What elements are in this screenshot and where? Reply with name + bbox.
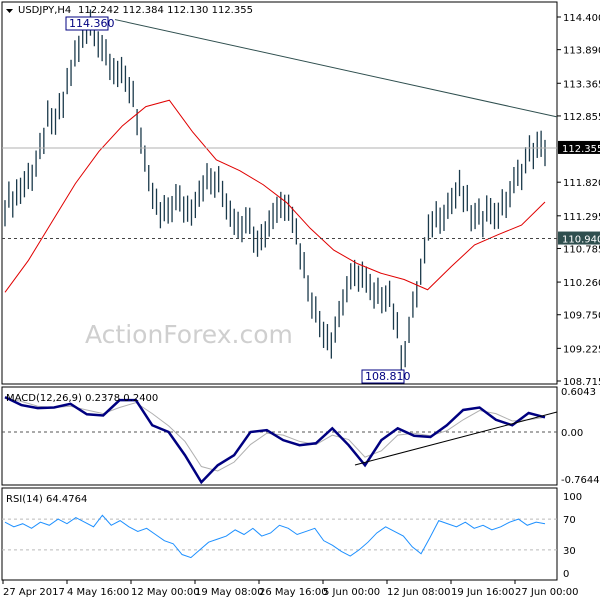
rsi-line (4, 514, 546, 559)
y-tick-label: 111.295 (563, 212, 600, 223)
y-tick-label: 114.400 (563, 13, 600, 24)
watermark: ActionForex.com (85, 320, 293, 349)
x-tick-label: 27 Apr 2017 (3, 587, 65, 598)
x-tick-label: 12 Jun 08:00 (387, 587, 451, 598)
x-tick-label: 5 Jun 00:00 (323, 587, 380, 598)
y-tick-label: 111.820 (563, 178, 600, 189)
x-tick-label: 27 Jun 00:00 (515, 587, 579, 598)
x-tick-label: 12 May 00:00 (131, 587, 200, 598)
macd-title: MACD(12,26,9) 0.2378 0.2400 (6, 393, 158, 404)
macd-line (4, 395, 546, 485)
macd-tick-label: 0.6043 (561, 387, 596, 398)
x-tick-label: 19 Jun 16:00 (451, 587, 515, 598)
y-tick-label: 112.855 (563, 112, 600, 123)
y-tick-label: 109.225 (563, 344, 600, 355)
moving-average-line (4, 99, 546, 293)
high-label: 114.360 (69, 17, 115, 30)
high-label-box (65, 16, 109, 31)
trendline (114, 19, 558, 118)
y-tick-label: 110.260 (563, 278, 600, 289)
y-tick-label: 113.365 (563, 79, 600, 90)
current-price-label: 112.355 (562, 144, 600, 155)
current-price-badge (558, 140, 600, 154)
macd-tick-label: 0.00 (561, 428, 583, 439)
y-tick-label: 113.890 (563, 46, 600, 57)
rsi-tick-label: 0 (563, 569, 569, 580)
macd-panel (1, 386, 558, 486)
main-panel (1, 1, 558, 385)
macd-trendline (354, 411, 558, 466)
y-tick-label: 110.785 (563, 244, 600, 255)
x-tick-label: 4 May 16:00 (67, 587, 129, 598)
rsi-tick-label: 30 (563, 546, 576, 557)
rsi-panel (1, 487, 558, 581)
rsi-tick-label: 70 (563, 515, 576, 526)
low-label: 108.810 (365, 370, 411, 383)
level-label: 110.940 (562, 235, 600, 246)
y-tick-label: 109.750 (563, 311, 600, 322)
collapse-triangle-icon[interactable] (6, 9, 13, 13)
low-label-box (361, 369, 405, 384)
level-badge (558, 231, 600, 245)
rsi-tick-label: 100 (563, 492, 582, 503)
header-symbol: USDJPY,H4 (18, 5, 71, 16)
rsi-title: RSI(14) 64.4764 (6, 494, 87, 505)
y-tick-label: 108.715 (563, 377, 600, 388)
x-tick-label: 26 May 16:00 (259, 587, 328, 598)
header-ohlc: 112.242 112.384 112.130 112.355 (78, 5, 253, 16)
x-tick-label: 19 May 08:00 (195, 587, 264, 598)
macd-tick-label: -0.7644 (561, 475, 600, 486)
